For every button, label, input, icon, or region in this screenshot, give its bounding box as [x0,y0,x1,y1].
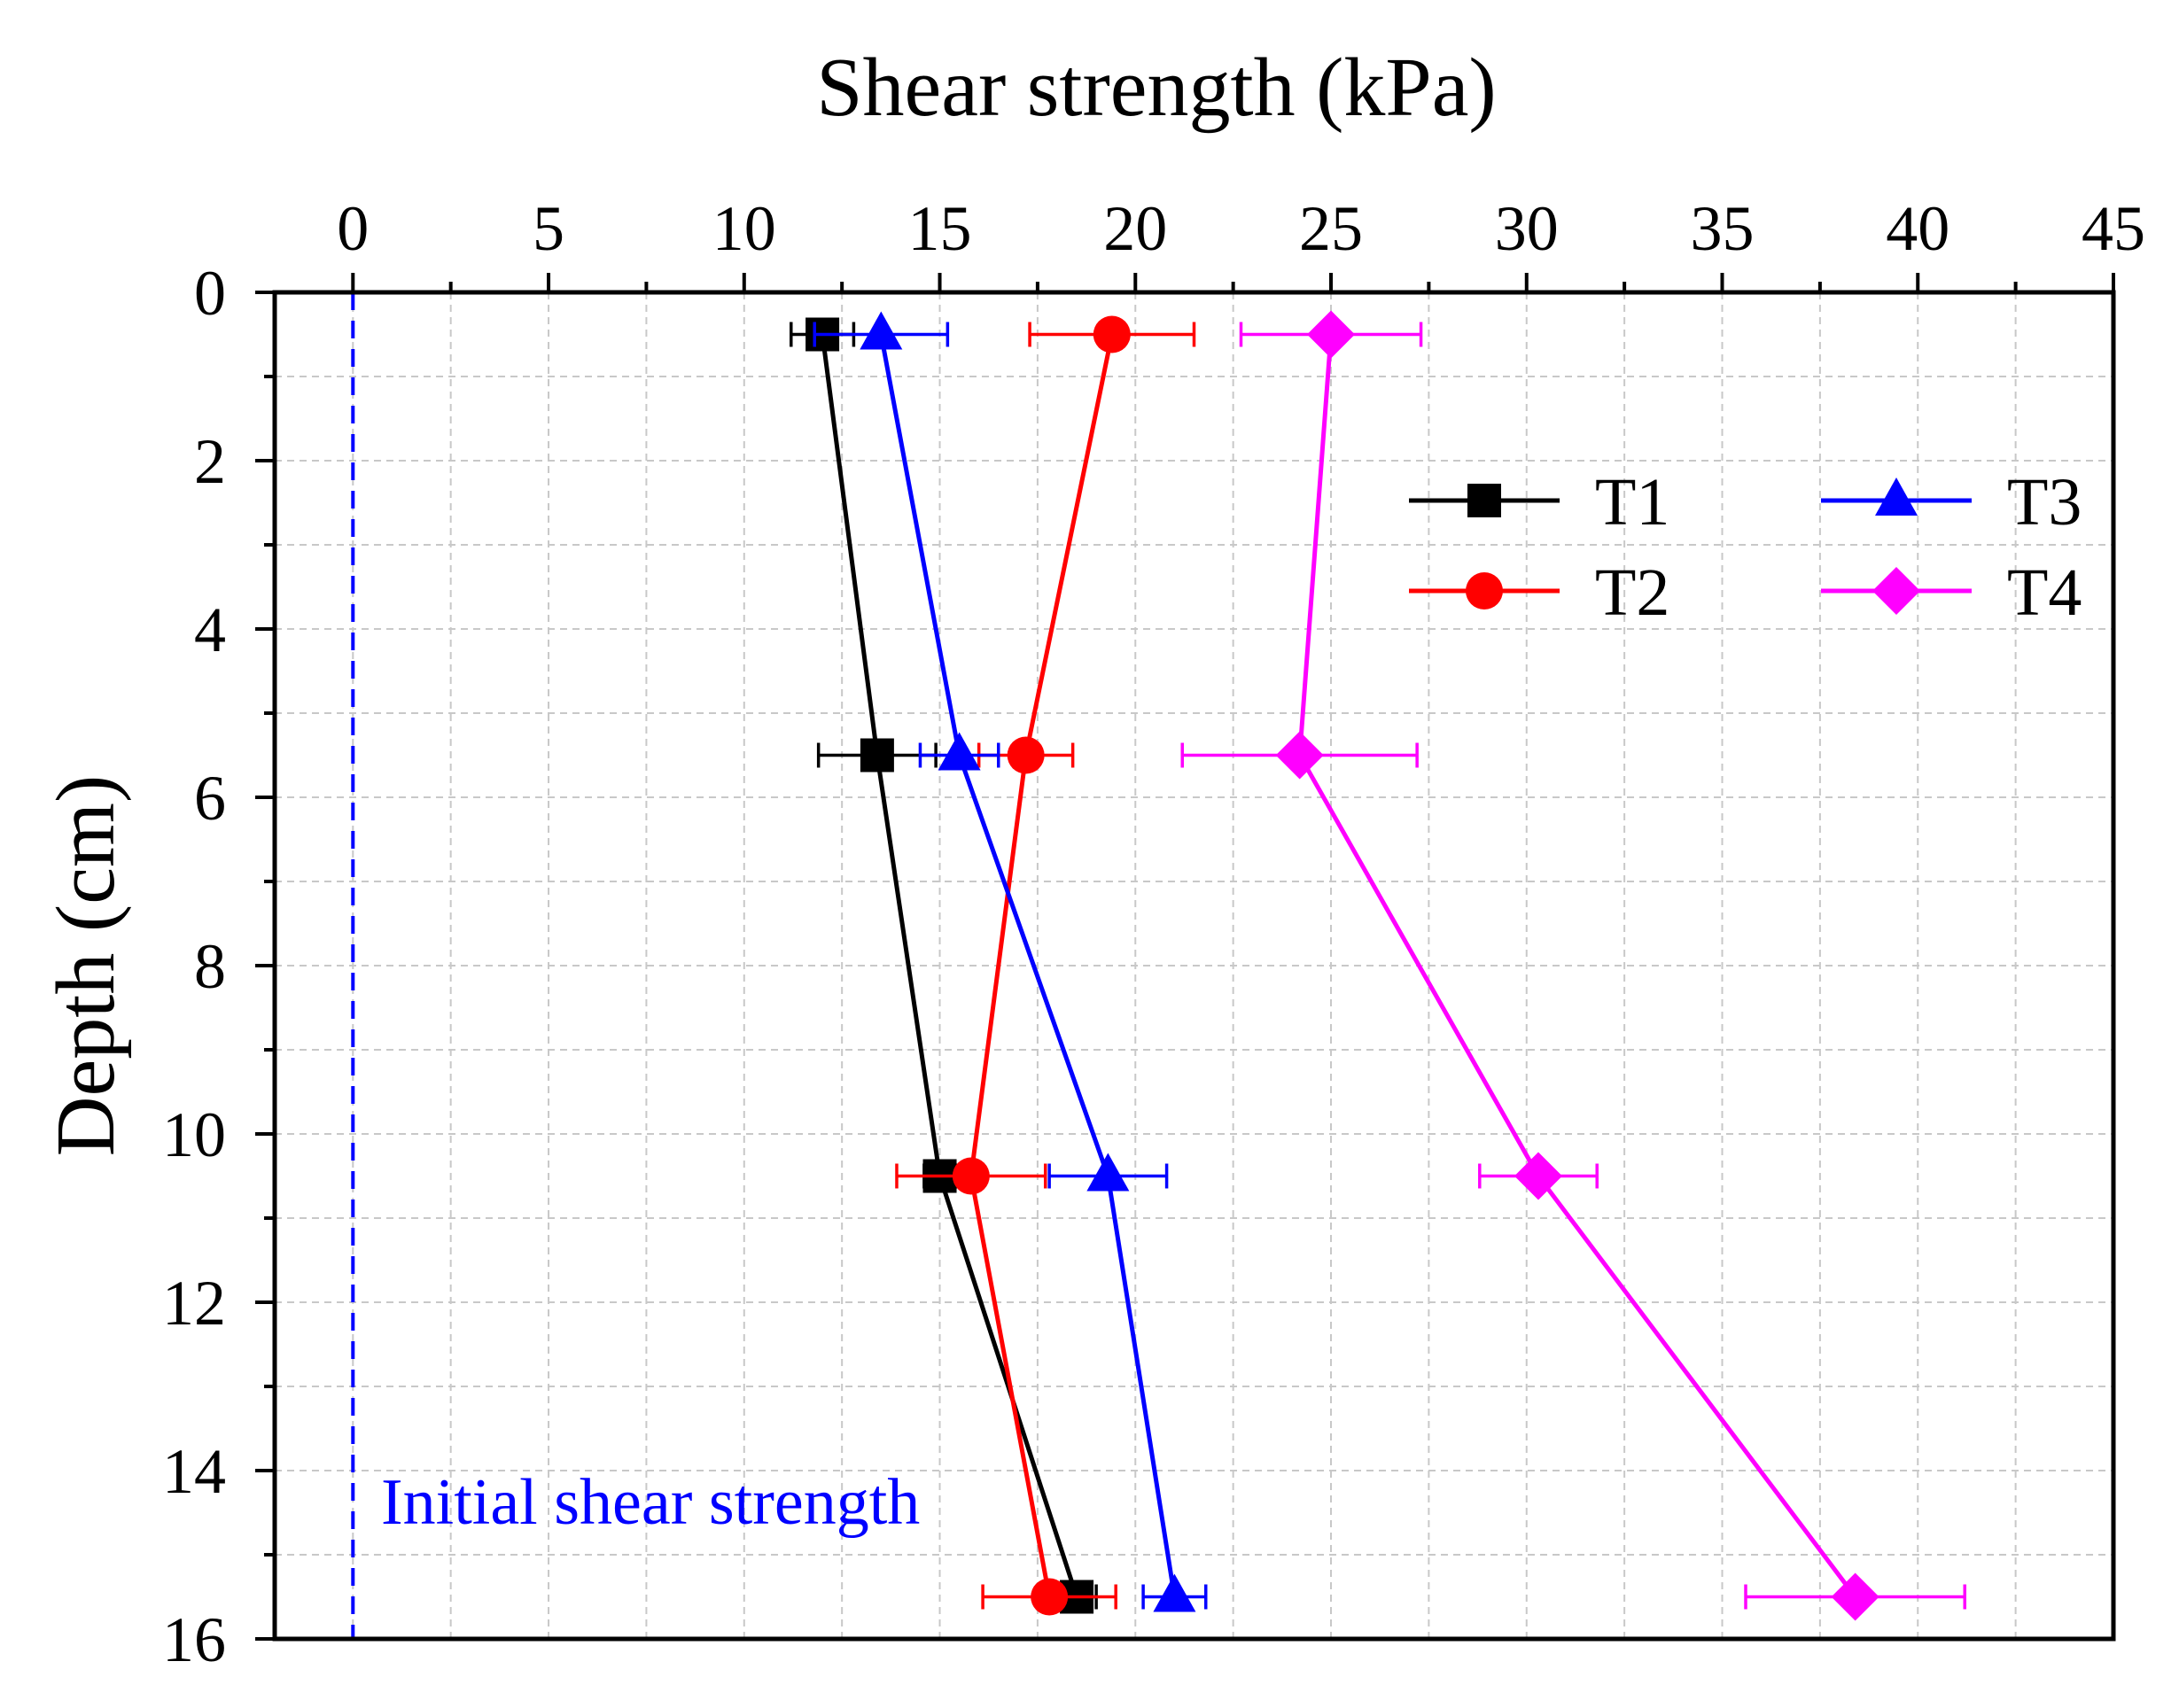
y-tick-label: 10 [162,1099,226,1170]
legend-item-t3: T3 [1821,465,2082,540]
series-line-t3 [878,334,1177,1597]
series-t3 [813,311,1208,1612]
legend-label-t3: T3 [2007,465,2082,540]
series-t4 [1180,310,1966,1621]
data-point-t3 [860,311,903,350]
x-tick-label: 10 [712,193,776,264]
x-tick-label: 5 [533,193,564,264]
legend-item-t4: T4 [1821,555,2082,630]
y-tick-label: 16 [162,1604,226,1675]
legend-label-t4: T4 [2007,555,2082,630]
y-tick-label: 2 [194,426,226,497]
x-tick-label: 30 [1495,193,1559,264]
legend-marker-t2 [1466,572,1503,609]
data-point-t2 [1031,1578,1069,1616]
data-point-t2 [1007,736,1045,774]
y-tick-label: 0 [194,258,226,329]
y-axis-title: Depth (cm) [40,775,132,1157]
axis-ticks [255,273,2115,1641]
x-tick-label: 40 [1886,193,1949,264]
legend-marker-t3 [1875,477,1918,516]
data-point-t2 [1093,315,1131,353]
data-point-t3 [1153,1573,1196,1612]
y-tick-label: 12 [162,1268,226,1339]
x-tick-label: 45 [2082,193,2145,264]
legend: T1 T2 T3 T4 [1409,465,2082,630]
legend-marker-t4 [1872,567,1920,615]
data-point-t4 [1307,310,1356,359]
x-tick-label: 25 [1299,193,1363,264]
series-line-t4 [1297,334,1857,1599]
legend-label-t1: T1 [1595,465,1669,540]
data-point-t1 [860,738,894,772]
legend-marker-t1 [1467,484,1501,517]
data-point-t3 [1086,1153,1130,1192]
x-axis-title: Shear strength (kPa) [816,42,1496,134]
x-tick-labels: 0 5 10 15 20 25 30 35 40 45 [337,193,2145,264]
data-point-t4 [1514,1152,1563,1200]
series-t2 [895,315,1196,1616]
x-tick-label: 0 [337,193,369,264]
y-tick-label: 8 [194,931,226,1002]
legend-item-t2: T2 [1409,555,1669,630]
y-tick-label: 6 [194,763,226,834]
x-tick-label: 35 [1691,193,1755,264]
annotation-initial-shear-strength: Initial shear strength [381,1466,920,1539]
data-point-t3 [938,732,981,771]
data-point-t2 [952,1157,990,1195]
series-group [790,310,1966,1621]
data-point-t4 [1275,731,1324,780]
x-tick-label: 15 [908,193,972,264]
legend-label-t2: T2 [1595,555,1669,630]
legend-item-t1: T1 [1409,465,1669,540]
y-tick-label: 4 [194,594,226,665]
grid [275,292,2113,1639]
series-line-t2 [969,333,1115,1597]
x-tick-label: 20 [1103,193,1167,264]
y-tick-label: 14 [162,1436,226,1507]
data-point-t4 [1831,1572,1879,1621]
y-tick-labels: 0 2 4 6 8 10 12 14 16 [162,258,226,1675]
